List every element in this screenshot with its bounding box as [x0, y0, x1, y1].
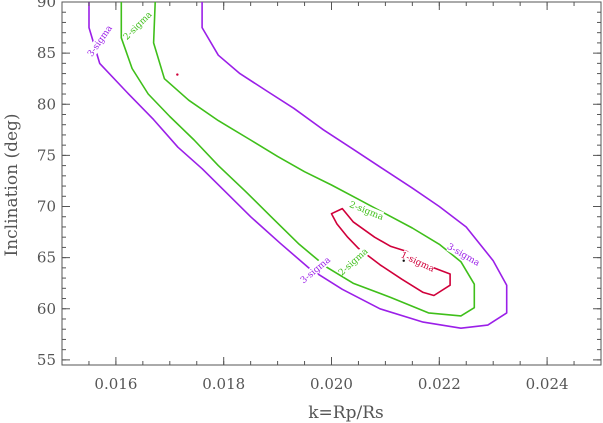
1-sigma-label-bg — [400, 250, 436, 274]
1-sigma-label: 1-sigma — [399, 251, 436, 276]
1-sigma-contour — [330, 207, 451, 297]
y-axis-label: Inclination (deg) — [2, 113, 22, 256]
best-fit-point — [402, 259, 405, 262]
red-point — [176, 73, 179, 76]
plot-frame — [61, 1, 602, 366]
y-tick-label: 75 — [37, 146, 56, 164]
y-tick-label: 70 — [37, 198, 56, 216]
2-sigma-label-bg — [337, 246, 370, 277]
3-sigma-label-bg — [85, 24, 114, 58]
x-tick-label: 0.022 — [418, 375, 461, 393]
x-tick-label: 0.020 — [310, 375, 353, 393]
x-tick-label: 0.016 — [94, 375, 137, 393]
3-sigma-contour — [88, 2, 508, 330]
y-tick-label: 90 — [37, 0, 56, 11]
x-tick-label: 0.024 — [526, 375, 569, 393]
3-sigma-label-bg — [446, 241, 481, 268]
3-sigma-label: 3-sigma — [86, 23, 115, 59]
y-tick-label: 85 — [37, 44, 56, 62]
2-sigma-label: 2-sigma — [337, 246, 371, 278]
3-sigma-label-bg — [299, 255, 332, 285]
plot-border — [61, 1, 602, 366]
2-sigma-label: 2-sigma — [122, 10, 155, 43]
contour-lines — [88, 1, 508, 330]
2-sigma-label-bg — [348, 199, 385, 222]
axis-ticks: 0.016 0.018 0.020 0.022 0.024 55 60 65 70 75 80 85 9… — [37, 0, 602, 393]
y-tick-label: 55 — [37, 351, 56, 369]
x-tick-label: 0.018 — [202, 375, 245, 393]
markers — [176, 73, 405, 262]
y-tick-label: 80 — [37, 95, 56, 113]
y-tick-label: 60 — [37, 300, 56, 318]
x-axis-label: k=Rp/Rs — [308, 403, 383, 423]
2-sigma-label-bg — [121, 9, 154, 42]
2-sigma-contour — [120, 1, 476, 317]
contour-labels: 1-sigma2-sigma2-sigma2-sigma3-sigma3-sig… — [85, 9, 482, 286]
y-tick-label: 65 — [37, 249, 56, 267]
